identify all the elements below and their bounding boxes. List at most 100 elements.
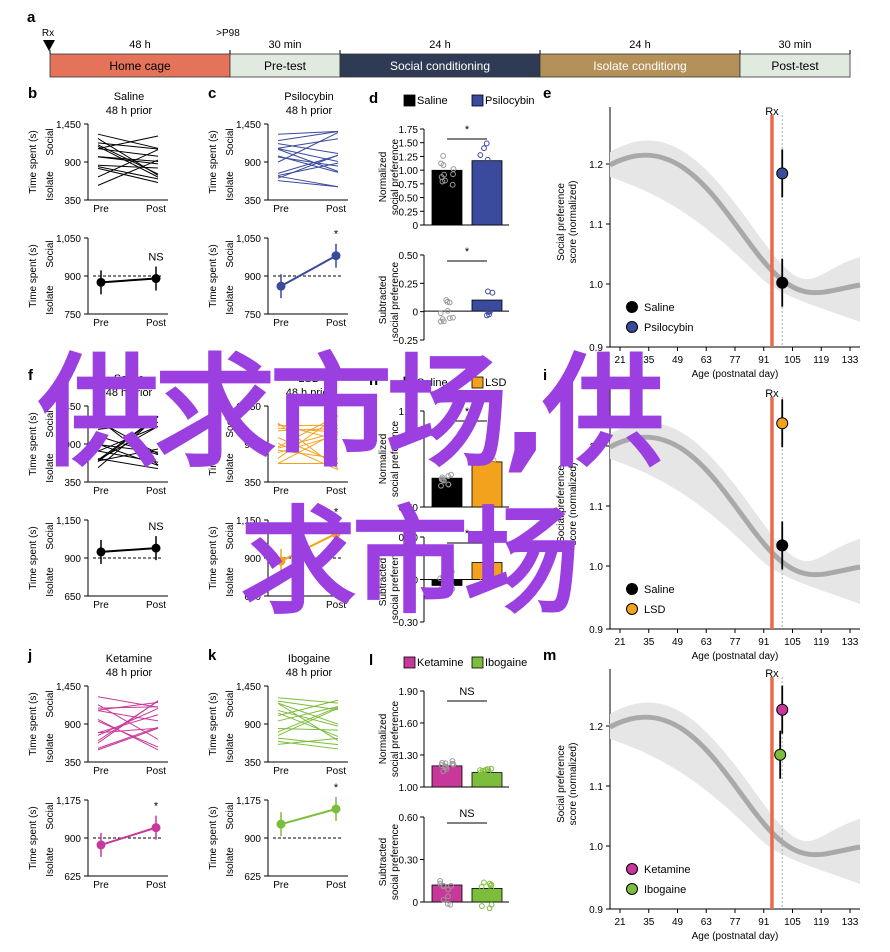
legend-swatch	[471, 376, 484, 389]
individual-line	[277, 148, 339, 172]
panel-letter-h: h	[369, 372, 378, 389]
bar	[431, 477, 463, 508]
data-point	[490, 174, 497, 181]
group-point	[776, 417, 789, 430]
y-axis-social: Social	[225, 240, 236, 267]
tick-label: 0	[412, 308, 418, 319]
tick-label: 1.1	[589, 220, 603, 231]
individual-line	[277, 712, 339, 737]
individual-line	[97, 435, 159, 456]
y-axis-title: Social preference	[556, 745, 567, 823]
tick-label: 1.0	[589, 842, 603, 853]
data-point	[445, 481, 452, 488]
tick-label: 21	[614, 917, 626, 928]
panel-subtitle: 48 h prior	[286, 105, 333, 117]
data-point	[484, 470, 491, 477]
data-point	[442, 763, 448, 770]
tick-label: 900	[64, 720, 81, 731]
individual-line	[97, 425, 159, 452]
panel-letter-j: j	[27, 647, 32, 664]
panel-subtitle: 48 h prior	[286, 667, 333, 679]
tick-label: 105	[784, 355, 801, 366]
mean-point-post	[151, 823, 161, 833]
data-point	[444, 900, 451, 907]
individual-line	[277, 427, 339, 433]
y-axis-isolate: Isolate	[225, 285, 236, 315]
individual-line	[97, 714, 159, 734]
tick-label: 1,450	[56, 682, 81, 693]
legend-label: Ibogaine	[644, 884, 686, 896]
tick-label: 105	[784, 917, 801, 928]
timeline-duration-label: 30 min	[268, 39, 301, 51]
tick-label: 1.90	[399, 687, 419, 698]
legend-marker	[626, 883, 638, 895]
y-axis-title: Time spent (s)	[28, 692, 39, 756]
y-axis-isolate: Isolate	[45, 847, 56, 877]
tick-label: 0	[412, 898, 418, 909]
individual-line	[97, 696, 159, 708]
data-point	[449, 181, 456, 188]
y-axis-isolate: Isolate	[225, 847, 236, 877]
data-point	[440, 580, 447, 587]
legend-swatch	[403, 656, 416, 669]
tick-label: 1.2	[589, 722, 603, 733]
data-point	[479, 577, 486, 584]
panel-subtitle: 48 h prior	[106, 387, 153, 399]
individual-line	[277, 740, 339, 750]
tick-label: 1.1	[589, 502, 603, 513]
data-point	[440, 883, 447, 890]
individual-line	[97, 145, 159, 178]
individual-line	[97, 719, 159, 751]
legend-marker	[626, 603, 638, 615]
confidence-band	[610, 140, 860, 322]
data-point	[481, 145, 487, 152]
y-axis-social: Social	[225, 690, 236, 717]
y-axis-social: Social	[225, 410, 236, 437]
individual-line	[97, 415, 159, 461]
panel-letter-k: k	[208, 647, 217, 664]
data-point	[489, 574, 496, 581]
y-axis-title: social preference	[390, 420, 401, 497]
y-axis-title: Time spent (s)	[208, 412, 219, 476]
data-point	[486, 446, 492, 453]
data-point	[441, 171, 447, 178]
x-axis-title: Age (postnatal day)	[692, 931, 779, 942]
x-tick-pre: Pre	[93, 600, 109, 611]
data-point	[449, 586, 456, 592]
data-point	[450, 166, 457, 172]
panel-subtitle: 48 h prior	[106, 105, 153, 117]
tick-label: 350	[64, 196, 81, 207]
data-point	[445, 473, 452, 479]
data-point	[485, 769, 492, 775]
y-axis-isolate: Isolate	[225, 567, 236, 597]
y-axis-title: social preference	[390, 138, 401, 215]
tick-label: −0.25	[393, 336, 419, 347]
tick-label: 1.00	[399, 166, 419, 177]
y-axis-isolate: Isolate	[225, 453, 236, 483]
individual-line	[97, 133, 159, 149]
tick-label: −0.30	[393, 618, 419, 629]
legend-label: Saline	[644, 584, 675, 596]
tick-label: 1,050	[56, 234, 81, 245]
y-axis-social: Social	[45, 128, 56, 155]
y-axis-title: score (normalized)	[568, 743, 579, 826]
group-point	[776, 276, 789, 289]
data-point	[440, 477, 446, 483]
tick-label: 0	[412, 576, 418, 587]
data-point	[477, 771, 484, 778]
y-axis-title: Time spent (s)	[208, 130, 219, 194]
tick-label: 1.75	[399, 125, 419, 136]
data-point	[483, 300, 490, 307]
data-point	[483, 893, 490, 900]
panel-title: Ketamine	[106, 653, 152, 665]
tick-label: 21	[614, 637, 626, 648]
tick-label: 49	[672, 917, 684, 928]
timeline-stage-label: Post-test	[771, 59, 819, 73]
individual-line	[277, 431, 339, 464]
x-axis-title: Age (postnatal day)	[692, 369, 779, 380]
individual-line	[277, 130, 339, 135]
x-tick-pre: Pre	[273, 204, 289, 215]
tick-label: 900	[64, 440, 81, 451]
legend-swatch	[471, 656, 484, 669]
data-point	[479, 581, 486, 588]
